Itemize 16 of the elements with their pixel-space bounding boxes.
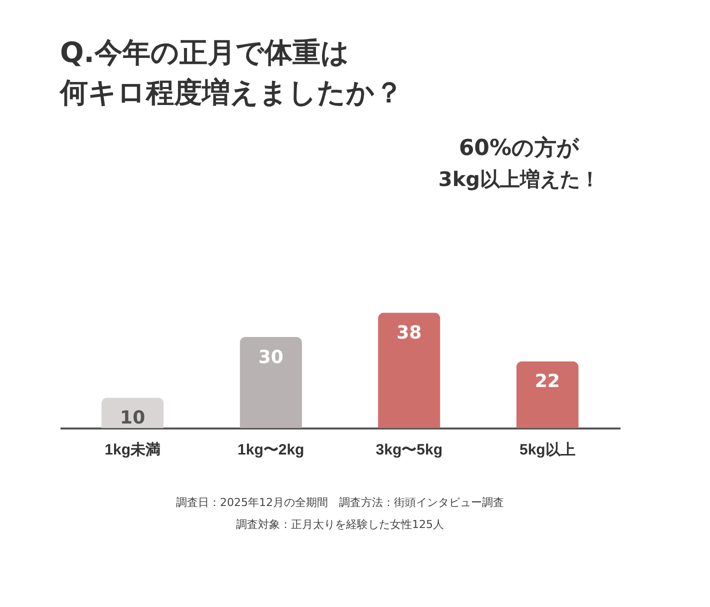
bar [240,336,302,428]
chart-title: Q.今年の正月で体重は何キロ程度増えましたか？ [59,36,403,109]
bar [516,361,579,428]
text: 3kg以上増えた！ [438,167,600,191]
data-label: 22 [534,371,560,392]
x-tick-label: 1kg〜2kg [238,442,304,458]
data-label: 10 [120,408,146,429]
data-label: 38 [396,322,422,344]
data-label: 30 [258,346,284,368]
x-tick-label: 3kg〜5kg [376,442,442,458]
text: 調査日：2025年12月の全期間 調査方法：街頭インタビュー調査 [176,496,504,509]
text: 60%の方が [458,135,580,161]
text: 調査対象：正月太りを経験した女性125人 [236,518,444,531]
x-tick-label: 5kg以上 [519,442,576,458]
bar [378,312,440,428]
x-tick-label: 1kg未満 [104,442,161,458]
